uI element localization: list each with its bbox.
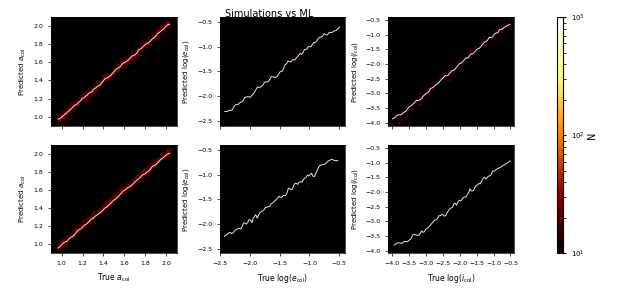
X-axis label: True $\log(i_{\rm col})$: True $\log(i_{\rm col})$ [427, 272, 476, 285]
Text: $\sigma = 0.046$: $\sigma = 0.046$ [58, 161, 92, 170]
Text: $b = +0.028$: $b = +0.028$ [226, 172, 269, 181]
Text: $\sigma = 0.266$: $\sigma = 0.266$ [395, 33, 429, 43]
Y-axis label: Predicted $a_{\rm col}$: Predicted $a_{\rm col}$ [18, 47, 28, 96]
Text: $\sigma = 0.270$: $\sigma = 0.270$ [226, 33, 260, 43]
Y-axis label: Predicted $\log(e_{\rm col})$: Predicted $\log(e_{\rm col})$ [182, 167, 191, 232]
Text: $b = -0.301$: $b = -0.301$ [395, 172, 438, 181]
Text: $\sigma = 0.372$: $\sigma = 0.372$ [226, 161, 260, 170]
Text: Baseline: Baseline [226, 148, 259, 157]
Y-axis label: Predicted $\log(i_{\rm col})$: Predicted $\log(i_{\rm col})$ [350, 168, 360, 230]
Text: Simulations vs ML: Simulations vs ML [225, 9, 313, 19]
Y-axis label: Predicted $a_{\rm col}$: Predicted $a_{\rm col}$ [18, 175, 28, 223]
Text: $\sigma = 0.048$: $\sigma = 0.048$ [58, 33, 92, 43]
Y-axis label: N: N [588, 132, 597, 139]
X-axis label: True $\log(e_{\rm col})$: True $\log(e_{\rm col})$ [257, 272, 308, 285]
Text: ML model: ML model [58, 20, 95, 30]
Text: $b = -0.005$: $b = -0.005$ [58, 44, 100, 53]
Text: $b = -0.010$: $b = -0.010$ [58, 172, 100, 181]
Text: $b = -0.011$: $b = -0.011$ [395, 44, 438, 53]
Text: $\sigma = 0.510$: $\sigma = 0.510$ [395, 161, 429, 170]
Y-axis label: Predicted $\log(e_{\rm col})$: Predicted $\log(e_{\rm col})$ [182, 39, 191, 104]
Text: ML model: ML model [226, 20, 263, 30]
Text: ML model: ML model [395, 20, 431, 30]
X-axis label: True $a_{\rm col}$: True $a_{\rm col}$ [97, 272, 131, 284]
Text: $b = +0.007$: $b = +0.007$ [226, 44, 269, 53]
Text: Baseline: Baseline [395, 148, 427, 157]
Y-axis label: Predicted $\log(i_{\rm col})$: Predicted $\log(i_{\rm col})$ [350, 40, 360, 103]
Text: Baseline: Baseline [58, 148, 90, 157]
